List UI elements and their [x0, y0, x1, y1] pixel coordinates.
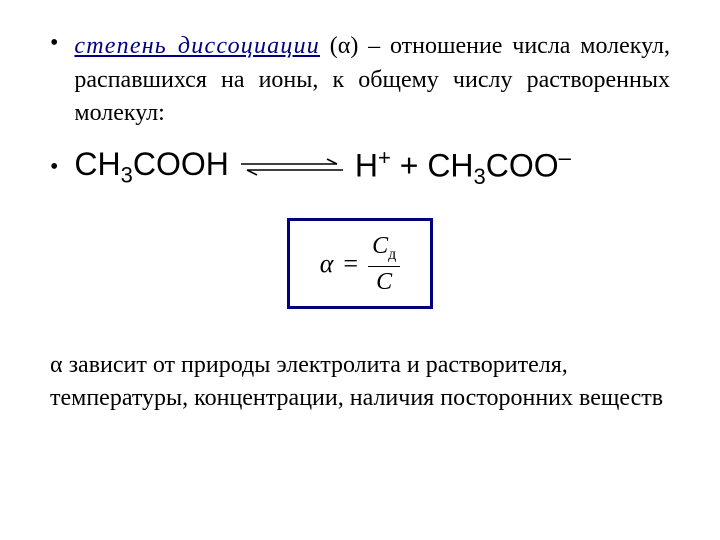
dependency-text: α зависит от природы электролита и раств…	[50, 349, 670, 416]
term-degree-dissociation: степень диссоциации	[74, 33, 320, 59]
final-rest: зависит от природы электролита и раствор…	[50, 352, 663, 412]
formula-fraction: Cд C	[368, 233, 400, 296]
alpha-formula: α = Cд C	[320, 233, 400, 296]
bullet-marker: •	[50, 30, 58, 131]
fraction-denominator: C	[372, 269, 396, 296]
rhs-minus: –	[559, 145, 571, 170]
rhs-ch: CH	[427, 147, 473, 183]
equation-lhs: CH3COOH	[74, 146, 228, 188]
rhs-plus: +	[391, 147, 427, 183]
fraction-numerator: Cд	[368, 233, 400, 264]
definition-text: степень диссоциации (α) – отношение числ…	[74, 30, 670, 131]
rhs-coo: COO	[486, 147, 559, 183]
formula-box-container: α = Cд C	[50, 218, 670, 309]
fraction-line	[368, 266, 400, 267]
equation-rhs: H+ + CH3COO–	[355, 145, 571, 190]
formula-equals: =	[343, 249, 358, 279]
formula-box: α = Cд C	[287, 218, 433, 309]
numerator-c: C	[372, 233, 388, 259]
equilibrium-arrow-icon	[237, 149, 347, 186]
rhs-sub3: 3	[474, 164, 486, 189]
rhs-h-plus: +	[378, 145, 391, 170]
bullet-marker: •	[50, 154, 58, 181]
lhs-ch: CH	[74, 146, 120, 182]
formula-alpha: α	[320, 249, 334, 279]
paren-open: (	[320, 33, 338, 59]
numerator-sub: д	[388, 246, 396, 263]
equation-row: • CH3COOH H+ + CH3COO–	[50, 145, 670, 190]
rhs-h: H	[355, 147, 378, 183]
final-alpha: α	[50, 352, 63, 378]
lhs-sub3: 3	[121, 163, 133, 188]
bullet-definition: • степень диссоциации (α) – отношение чи…	[50, 30, 670, 131]
lhs-cooh: COOH	[133, 146, 229, 182]
dissociation-equation: CH3COOH H+ + CH3COO–	[74, 145, 571, 190]
alpha-symbol: α	[338, 33, 351, 59]
